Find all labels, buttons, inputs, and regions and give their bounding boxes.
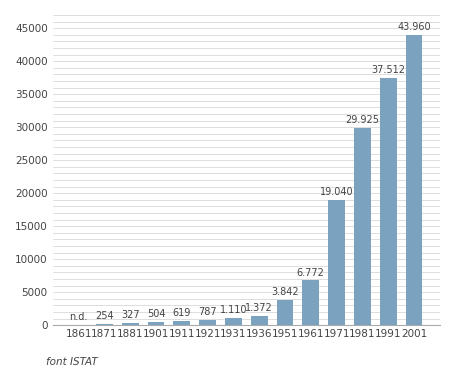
Text: 787: 787 (198, 307, 217, 317)
Text: 619: 619 (172, 308, 191, 319)
Bar (225, 318, 242, 325)
Bar (96, 323, 113, 325)
Text: n.d.: n.d. (70, 312, 88, 322)
Bar (251, 316, 268, 325)
Text: 43.960: 43.960 (397, 22, 431, 32)
Text: 504: 504 (147, 309, 165, 319)
Text: 19.040: 19.040 (320, 187, 354, 197)
Bar (199, 320, 216, 325)
Bar (147, 322, 164, 325)
Bar (354, 128, 371, 325)
Text: font ISTAT: font ISTAT (46, 357, 97, 367)
Text: 254: 254 (95, 311, 114, 321)
Text: 1.372: 1.372 (245, 304, 273, 313)
Text: 37.512: 37.512 (371, 65, 405, 75)
Bar (328, 200, 345, 325)
Text: 6.772: 6.772 (297, 268, 325, 278)
Text: 29.925: 29.925 (345, 115, 379, 125)
Bar (380, 78, 397, 325)
Bar (122, 323, 139, 325)
Bar (173, 321, 190, 325)
Text: 3.842: 3.842 (271, 287, 299, 297)
Text: 327: 327 (121, 310, 140, 320)
Bar (405, 35, 422, 325)
Bar (303, 280, 319, 325)
Text: 1.110: 1.110 (220, 305, 247, 315)
Bar (277, 300, 293, 325)
